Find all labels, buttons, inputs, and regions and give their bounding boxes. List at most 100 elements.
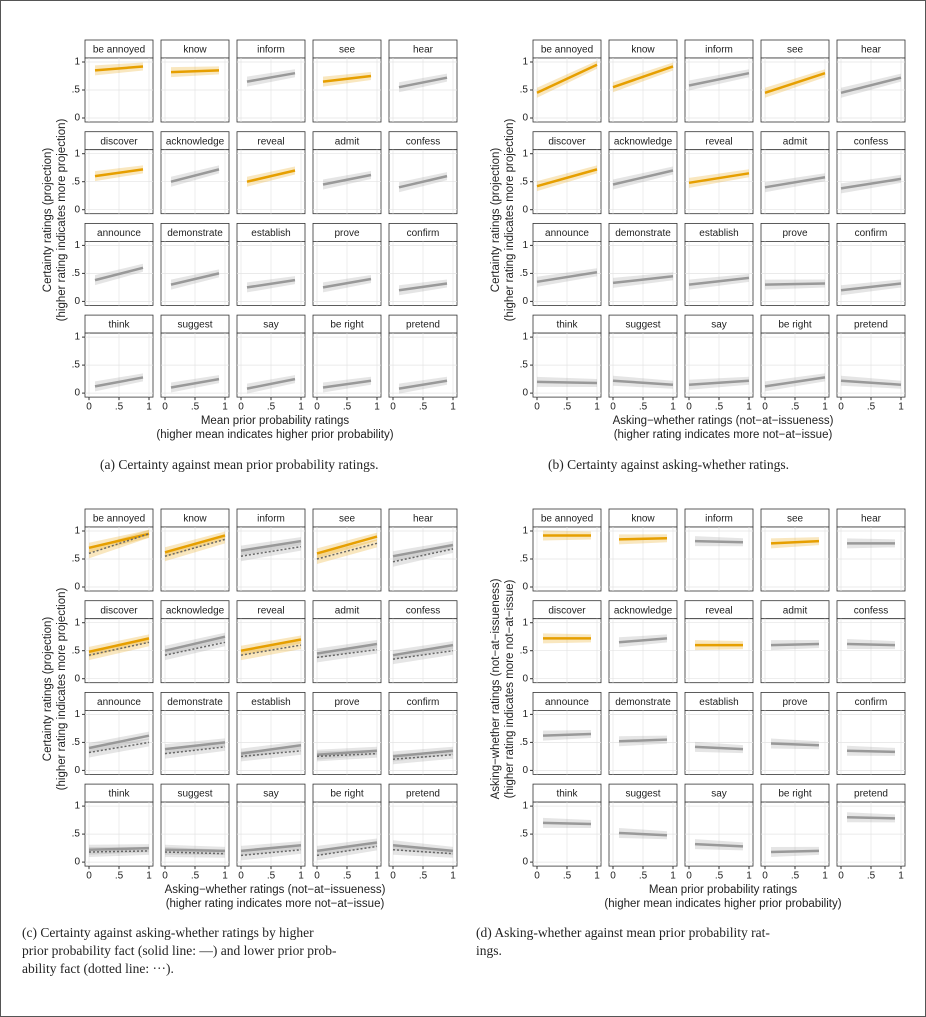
confidence-band — [165, 638, 225, 661]
fit-line — [840, 76, 902, 95]
facet-label: hear — [861, 45, 882, 56]
confidence-band — [241, 542, 301, 562]
facet-label: announce — [545, 697, 589, 708]
facet-label: be right — [778, 320, 812, 331]
facet-label: think — [108, 789, 130, 800]
y-tick-label: 1 — [74, 332, 80, 343]
facet-label: confirm — [407, 697, 440, 708]
facet-label: see — [339, 514, 356, 525]
x-tick-label: 0 — [534, 871, 540, 882]
x-tick-label: .5 — [343, 402, 352, 413]
x-tick-label: .5 — [191, 871, 200, 882]
fit-line — [398, 174, 448, 189]
y-tick-label: .5 — [72, 176, 81, 187]
y-axis-label: (higher rating indicates more not−at−iss… — [504, 580, 516, 799]
x-tick-label: 1 — [594, 871, 600, 882]
fit-line — [94, 65, 144, 72]
fit-line — [94, 168, 144, 178]
facet-label: reveal — [257, 605, 284, 616]
y-tick-label: .5 — [72, 268, 81, 279]
fit-line — [88, 637, 150, 654]
facet-label: establish — [699, 228, 738, 239]
fit-line — [164, 635, 226, 652]
confidence-band — [241, 641, 301, 661]
fit-line — [170, 272, 220, 286]
x-tick-label: 0 — [686, 402, 692, 413]
facet-label: pretend — [854, 320, 888, 331]
fit-line — [846, 816, 896, 820]
fit-line — [246, 71, 296, 83]
fit-line — [618, 537, 668, 541]
fit-line — [246, 377, 296, 390]
x-tick-label: 0 — [162, 402, 168, 413]
fit-line — [542, 732, 592, 737]
confidence-band — [317, 539, 377, 564]
x-tick-label: 1 — [450, 402, 456, 413]
caption: (c) Certainty against asking-whether rat… — [22, 925, 314, 940]
facet-label: think — [556, 320, 578, 331]
y-tick-label: .5 — [520, 554, 529, 565]
x-axis-label: (higher mean indicates higher prior prob… — [604, 898, 841, 910]
facet-label: confirm — [855, 697, 888, 708]
x-axis-label: (higher rating indicates more not−at−iss… — [166, 898, 385, 910]
x-tick-label: 1 — [746, 871, 752, 882]
x-tick-label: 0 — [86, 871, 92, 882]
panel: be annoyed 0 .5 1 know inform see hear discover 0… — [42, 39, 458, 472]
fit-line — [170, 377, 220, 389]
facet-label: prove — [334, 697, 359, 708]
y-tick-label: 1 — [522, 57, 528, 68]
fit-line — [840, 282, 902, 292]
facet-label: establish — [251, 228, 290, 239]
x-tick-label: .5 — [639, 402, 648, 413]
facet-label: know — [183, 45, 207, 56]
facet-label: demonstrate — [167, 697, 223, 708]
confidence-band — [89, 738, 149, 758]
y-tick-label: 1 — [74, 57, 80, 68]
facet-label: demonstrate — [615, 228, 671, 239]
x-tick-label: 0 — [838, 402, 844, 413]
fit-line — [398, 379, 448, 390]
y-tick-label: 1 — [74, 240, 80, 251]
confidence-band — [165, 535, 225, 562]
fit-line — [612, 274, 674, 285]
facet-label: acknowledge — [166, 605, 225, 616]
fit-line — [840, 177, 902, 190]
fit-line — [536, 63, 598, 94]
facet-label: announce — [97, 228, 141, 239]
fit-line — [322, 379, 372, 389]
confidence-band — [317, 842, 377, 861]
facet-label: acknowledge — [614, 136, 673, 147]
x-axis-label: Asking−whether ratings (not−at−issueness… — [613, 415, 834, 427]
confidence-band — [165, 742, 225, 759]
fit-line — [618, 831, 668, 837]
confidence-band — [317, 645, 377, 663]
x-tick-label: 1 — [374, 871, 380, 882]
fit-line — [392, 844, 454, 853]
facet-label: establish — [699, 697, 738, 708]
y-tick-label: 0 — [74, 582, 80, 593]
fit-line — [398, 76, 448, 89]
facet-label: see — [339, 45, 356, 56]
y-axis-label: (higher rating indicates more projection… — [56, 119, 68, 322]
facet-label: confirm — [407, 228, 440, 239]
y-tick-label: 0 — [74, 673, 80, 684]
facet-label: know — [631, 45, 655, 56]
fit-line — [322, 173, 372, 186]
y-tick-label: .5 — [520, 176, 529, 187]
fit-line — [846, 749, 896, 754]
y-tick-label: 0 — [522, 296, 528, 307]
caption: ings. — [476, 943, 502, 958]
facet-label: think — [556, 789, 578, 800]
x-tick-label: 0 — [838, 871, 844, 882]
y-tick-label: 0 — [522, 765, 528, 776]
facet-label: admit — [335, 136, 360, 147]
facet-label: hear — [861, 514, 882, 525]
confidence-band — [393, 544, 453, 567]
x-tick-label: 0 — [610, 871, 616, 882]
x-tick-label: .5 — [791, 871, 800, 882]
facet-label: inform — [705, 514, 733, 525]
facet-label: acknowledge — [166, 136, 225, 147]
x-tick-label: 1 — [898, 871, 904, 882]
x-tick-label: 1 — [822, 402, 828, 413]
